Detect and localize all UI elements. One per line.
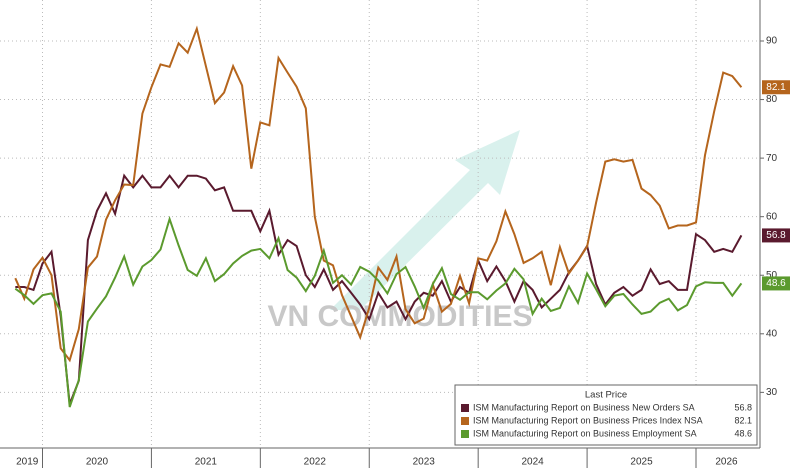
x-tick-label: 2026 bbox=[715, 457, 738, 468]
legend-label: ISM Manufacturing Report on Business New… bbox=[473, 402, 695, 412]
series-line bbox=[14, 25, 743, 363]
legend-box bbox=[454, 384, 758, 446]
y-tick-label: 90 bbox=[766, 36, 778, 47]
y-tick-label: 50 bbox=[766, 270, 778, 281]
legend-value: 82.1 bbox=[734, 415, 752, 425]
legend-label: ISM Manufacturing Report on Business Emp… bbox=[473, 428, 697, 438]
x-tick-label: 2022 bbox=[304, 457, 327, 468]
last-price-label: 82.1 bbox=[766, 82, 786, 93]
x-tick-label: 2023 bbox=[413, 457, 436, 468]
x-tick-label: 2021 bbox=[195, 457, 218, 468]
watermark-arrow bbox=[330, 130, 520, 310]
last-price-tag bbox=[762, 276, 790, 291]
y-tick-label: 30 bbox=[766, 387, 778, 398]
legend-value: 56.8 bbox=[734, 402, 752, 412]
legend-label: ISM Manufacturing Report on Business Pri… bbox=[473, 415, 703, 425]
y-tick-label: 40 bbox=[766, 328, 778, 339]
x-tick-label: 2025 bbox=[630, 457, 653, 468]
y-tick-label: 70 bbox=[766, 153, 778, 164]
legend-swatch bbox=[461, 417, 469, 425]
last-price-tag bbox=[762, 80, 790, 95]
legend-title: Last Price bbox=[585, 390, 627, 401]
series-line bbox=[14, 215, 743, 408]
x-tick-label: 2024 bbox=[522, 457, 545, 468]
legend-swatch bbox=[461, 430, 469, 438]
y-tick-label: 80 bbox=[766, 94, 778, 105]
last-price-label: 56.8 bbox=[766, 230, 786, 241]
legend-swatch bbox=[461, 404, 469, 412]
watermark: VN COMMODITIES bbox=[267, 300, 532, 333]
last-price-label: 48.6 bbox=[766, 278, 786, 289]
x-tick-label: 2019 bbox=[16, 457, 39, 468]
y-tick-label: 60 bbox=[766, 211, 778, 222]
last-price-tag bbox=[762, 228, 790, 243]
series-line bbox=[15, 173, 743, 405]
legend-value: 48.6 bbox=[734, 428, 752, 438]
x-tick-label: 2020 bbox=[86, 457, 109, 468]
